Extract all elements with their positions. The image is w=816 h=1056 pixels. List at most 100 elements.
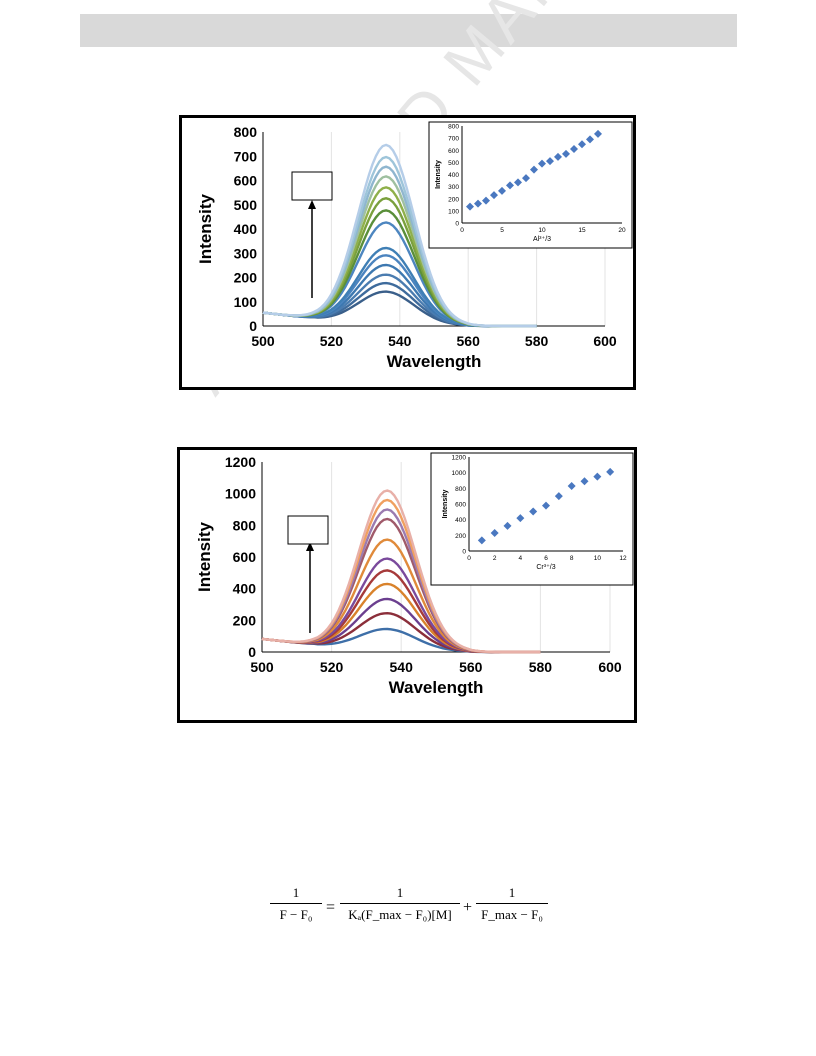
y-tick-label: 500 xyxy=(234,197,258,213)
y-tick-label: 1000 xyxy=(225,486,256,502)
inset-y-axis-label: Intensity xyxy=(435,160,442,189)
inset-y-tick-label: 400 xyxy=(448,172,459,179)
y-tick-label: 200 xyxy=(234,270,258,286)
y-tick-label: 600 xyxy=(233,549,257,565)
inset-data-point xyxy=(530,165,538,174)
inset-y-tick-label: 600 xyxy=(448,148,459,155)
inset-data-point xyxy=(593,472,602,481)
y-tick-label: 400 xyxy=(234,221,258,237)
inset-x-tick-label: 10 xyxy=(538,227,546,234)
inset-x-tick-label: 4 xyxy=(519,555,523,562)
inset-y-tick-label: 0 xyxy=(462,549,466,556)
inset-data-point xyxy=(490,528,499,537)
inset-x-tick-label: 8 xyxy=(570,555,574,562)
x-tick-label: 540 xyxy=(390,659,414,675)
inset-x-tick-label: 10 xyxy=(594,555,602,562)
inset-data-point xyxy=(503,521,512,530)
x-tick-label: 520 xyxy=(320,659,344,675)
inset-data-point xyxy=(578,140,586,149)
term1-denominator: Kₐ(F_max − F₀)[M] xyxy=(340,903,460,923)
inset-data-point xyxy=(477,536,486,545)
inset-data-point xyxy=(542,501,550,510)
inset-y-tick-label: 700 xyxy=(448,136,459,143)
y-tick-label: 0 xyxy=(249,318,257,334)
figure-al-titration: 0 100 200 300 400 500 600 700 800 500 520 540 560 580… xyxy=(179,115,636,390)
inset-x-tick-label: 15 xyxy=(578,227,586,234)
inset-x-axis-label: Al³⁺/3 xyxy=(533,236,551,243)
equals-sign: = xyxy=(326,899,336,916)
inset-data-point xyxy=(562,149,570,158)
x-tick-label: 520 xyxy=(320,333,344,349)
inset-data-point xyxy=(570,145,578,154)
y-axis-label: Intensity xyxy=(196,194,215,264)
inset-y-tick-label: 800 xyxy=(455,486,466,493)
y-tick-label: 600 xyxy=(234,173,258,189)
y-tick-label: 800 xyxy=(234,124,258,140)
inset-y-tick-label: 1000 xyxy=(452,470,467,477)
y-tick-label: 800 xyxy=(233,517,257,533)
inset-y-tick-label: 600 xyxy=(455,502,466,509)
inset-data-point xyxy=(538,159,546,168)
x-axis-label: Wavelength xyxy=(389,678,484,697)
inset-data-point xyxy=(482,196,490,205)
inset-data-point xyxy=(490,191,498,200)
inset-x-tick-label: 0 xyxy=(460,227,464,234)
inset-data-point xyxy=(606,467,615,476)
inset-x-tick-label: 6 xyxy=(544,555,548,562)
equation-term2: 1 F_max − F₀ xyxy=(476,885,548,923)
figure-cr-titration: 0 200 400 600 800 1000 1200 500 520 540 560 580 600 W… xyxy=(177,447,637,723)
inset-y-tick-label: 800 xyxy=(448,124,459,131)
x-tick-label: 580 xyxy=(525,333,549,349)
y-tick-label: 300 xyxy=(234,245,258,261)
inset-data-point xyxy=(506,181,514,190)
inset-data-point xyxy=(466,202,474,211)
inset-y-axis-label: Intensity xyxy=(442,490,449,519)
x-tick-label: 580 xyxy=(529,659,553,675)
x-tick-label: 600 xyxy=(598,659,622,675)
inset-y-tick-label: 200 xyxy=(455,533,466,540)
equation-lhs: 1 F − F₀ xyxy=(270,885,322,923)
y-tick-label: 100 xyxy=(234,294,258,310)
inset-data-point xyxy=(522,174,530,183)
inset-data-point xyxy=(546,157,554,166)
binding-equation: 1 F − F₀ = 1 Kₐ(F_max − F₀)[M] + 1 F_max… xyxy=(270,885,570,935)
inset-y-tick-label: 300 xyxy=(448,184,459,191)
inset-data-point xyxy=(516,514,525,523)
equation-term1: 1 Kₐ(F_max − F₀)[M] xyxy=(340,885,460,923)
inset-data-point xyxy=(474,199,482,208)
inset-y-tick-label: 0 xyxy=(455,221,459,228)
x-tick-label: 540 xyxy=(388,333,412,349)
arrow-head xyxy=(306,542,314,551)
inset-y-tick-label: 100 xyxy=(448,208,459,215)
term2-denominator: F_max − F₀ xyxy=(476,903,548,923)
inset-data-point xyxy=(594,129,602,138)
inset-x-tick-label: 0 xyxy=(467,555,471,562)
y-tick-label: 700 xyxy=(234,148,258,164)
inset-data-point xyxy=(580,477,589,486)
label-box xyxy=(291,171,333,201)
emission-curve xyxy=(262,143,537,328)
inset-y-tick-label: 500 xyxy=(448,160,459,167)
inset-data-point xyxy=(554,492,563,501)
inset-x-axis-label: Cr³⁺/3 xyxy=(536,564,555,571)
inset-x-tick-label: 20 xyxy=(618,227,626,234)
header-bar xyxy=(80,14,737,47)
inset-y-tick-label: 400 xyxy=(455,517,466,524)
term1-numerator: 1 xyxy=(396,885,404,900)
y-tick-label: 400 xyxy=(233,581,257,597)
x-tick-label: 600 xyxy=(593,333,617,349)
inset-data-point xyxy=(554,152,562,161)
x-tick-label: 500 xyxy=(251,333,275,349)
y-tick-label: 0 xyxy=(248,644,256,660)
y-tick-label: 200 xyxy=(233,612,257,628)
lhs-numerator: 1 xyxy=(292,885,300,900)
inset-y-tick-label: 1200 xyxy=(452,455,467,462)
x-tick-label: 500 xyxy=(250,659,274,675)
inset-data-point xyxy=(586,135,594,144)
inset-y-tick-label: 200 xyxy=(448,196,459,203)
term2-numerator: 1 xyxy=(508,885,516,900)
inset-data-point xyxy=(498,186,506,195)
label-box xyxy=(287,515,329,545)
